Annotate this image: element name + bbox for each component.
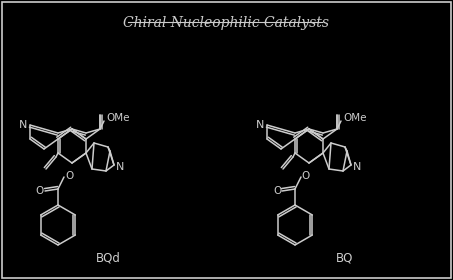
Text: N: N xyxy=(353,162,361,172)
Text: BQ: BQ xyxy=(336,251,354,265)
Text: O: O xyxy=(273,186,281,196)
Text: N: N xyxy=(19,120,27,130)
Text: Chiral Nucleophilic Catalysts: Chiral Nucleophilic Catalysts xyxy=(123,16,329,30)
Text: O: O xyxy=(65,171,73,181)
Text: OMe: OMe xyxy=(343,113,367,123)
Text: N: N xyxy=(256,120,264,130)
Text: O: O xyxy=(36,186,44,196)
Text: O: O xyxy=(302,171,310,181)
Text: OMe: OMe xyxy=(106,113,130,123)
Text: N: N xyxy=(116,162,124,172)
Text: BQd: BQd xyxy=(96,251,120,265)
